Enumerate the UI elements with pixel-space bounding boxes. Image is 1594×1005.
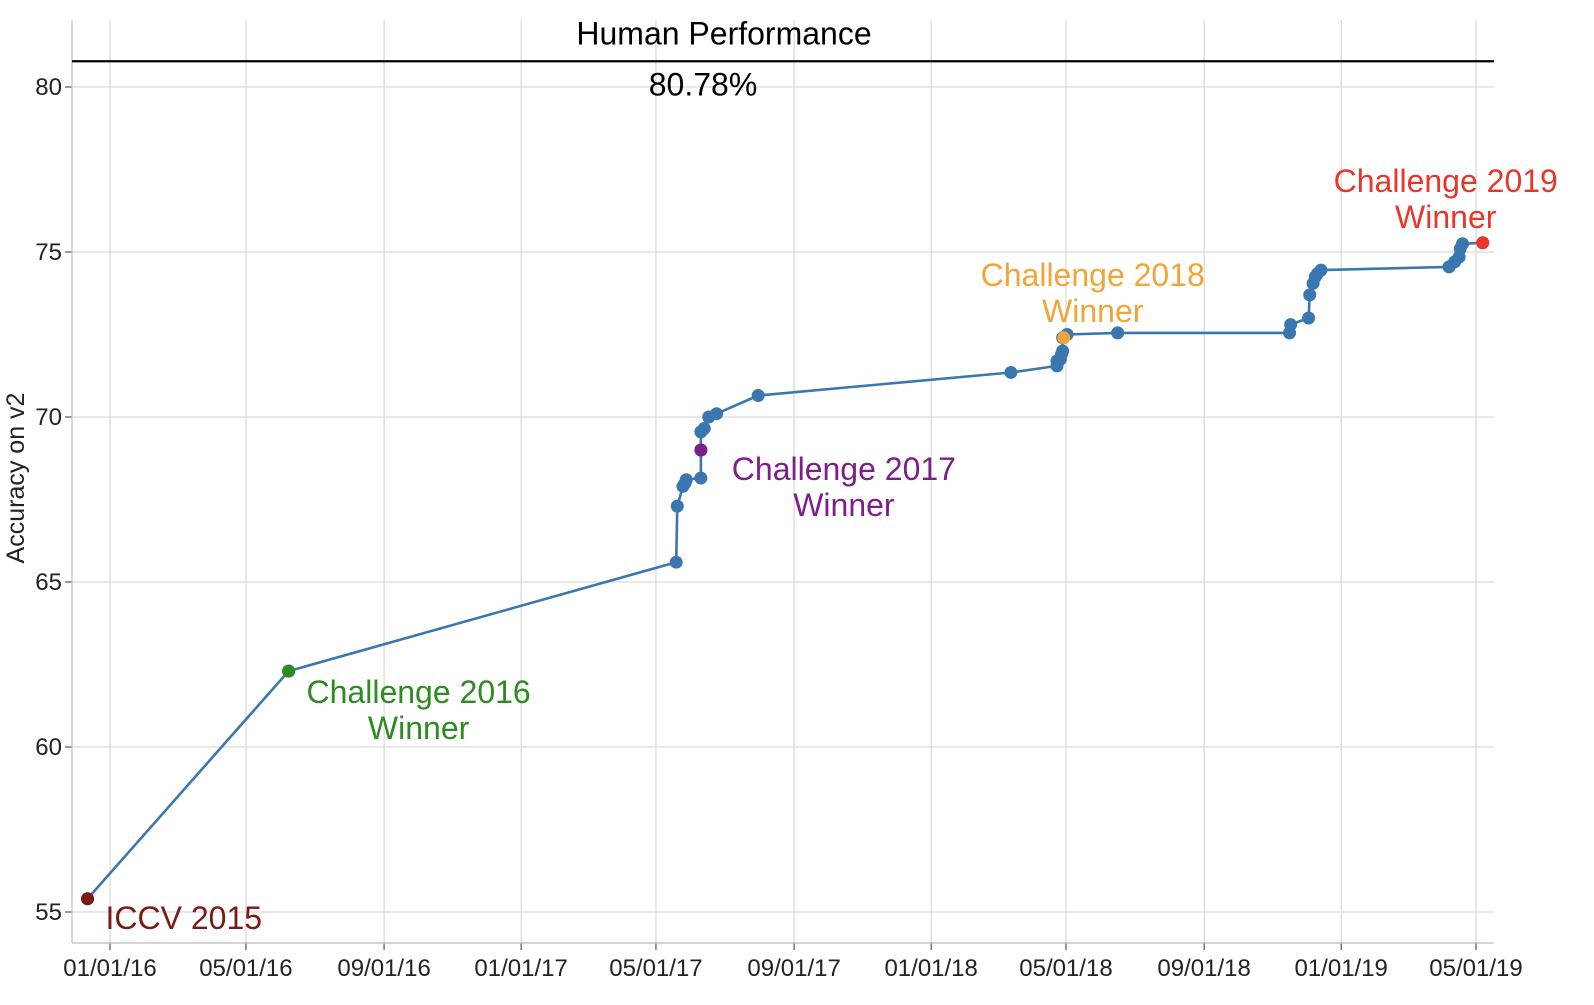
y-tick-label: 65 <box>35 569 62 596</box>
grid <box>72 20 1494 943</box>
highlighted-points <box>81 236 1490 906</box>
annotation-line: Winner <box>1042 293 1144 329</box>
highlighted-point <box>1476 236 1490 250</box>
annotation-label: Challenge 2018 Winner <box>981 257 1205 329</box>
data-points <box>81 236 1490 906</box>
data-point <box>694 471 708 485</box>
y-tick-label: 75 <box>35 239 62 266</box>
annotation-line: ICCV 2015 <box>106 900 263 936</box>
x-tick-label: 01/01/19 <box>1294 955 1387 982</box>
annotation-line: Winner <box>1395 199 1497 235</box>
data-point <box>1302 311 1316 325</box>
data-point <box>1314 263 1328 277</box>
axes: 01/01/16 05/01/16 09/01/16 01/01/17 05/01/17… <box>35 20 1523 982</box>
highlighted-point <box>1057 331 1071 345</box>
series-line <box>86 241 1483 900</box>
x-tick-label: 05/01/17 <box>609 955 702 982</box>
y-tick-label: 70 <box>35 404 62 431</box>
x-tick-label: 09/01/18 <box>1157 955 1250 982</box>
annotation-label: Challenge 2017 Winner <box>732 451 956 523</box>
annotation-line: Winner <box>793 487 895 523</box>
data-point <box>1004 365 1018 379</box>
x-tick-label: 05/01/16 <box>199 955 292 982</box>
annotation-label: Challenge 2016 Winner <box>307 674 531 746</box>
highlighted-point <box>694 443 708 457</box>
highlighted-point <box>81 892 95 906</box>
annotation-line: Winner <box>368 710 470 746</box>
data-point <box>1056 344 1070 358</box>
y-axis-label: Accuracy on v2 <box>2 393 30 564</box>
y-tick-label: 80 <box>35 74 62 101</box>
annotation-label: Challenge 2019 Winner <box>1334 163 1558 235</box>
data-point <box>1111 326 1125 340</box>
annotation-line: Challenge 2018 <box>981 257 1205 293</box>
human-performance-label: Human Performance <box>576 15 871 51</box>
human-performance-value: 80.78% <box>649 66 758 102</box>
x-tick-label: 01/01/17 <box>474 955 567 982</box>
highlighted-point <box>282 664 296 678</box>
data-point <box>670 499 684 513</box>
y-tick-label: 55 <box>35 899 62 926</box>
y-tick-label: 60 <box>35 734 62 761</box>
data-point <box>751 389 765 403</box>
x-tick-label: 09/01/16 <box>337 955 430 982</box>
data-point <box>1456 237 1470 251</box>
data-point <box>710 407 724 421</box>
x-tick-label: 01/01/16 <box>63 955 156 982</box>
data-point <box>1284 318 1298 332</box>
x-tick-label: 05/01/18 <box>1019 955 1112 982</box>
data-point <box>669 555 683 569</box>
accuracy-line <box>86 241 1483 900</box>
annotation-label: ICCV 2015 <box>106 900 263 936</box>
data-point <box>679 473 693 487</box>
annotation-line: Challenge 2016 <box>307 674 531 710</box>
x-tick-label: 01/01/18 <box>884 955 977 982</box>
data-point <box>1303 288 1317 302</box>
data-point <box>697 422 711 436</box>
human-performance-reference: Human Performance 80.78% <box>72 15 1494 102</box>
annotation-line: Challenge 2019 <box>1334 163 1558 199</box>
x-tick-label: 05/01/19 <box>1429 955 1522 982</box>
annotation-line: Challenge 2017 <box>732 451 956 487</box>
x-tick-label: 09/01/17 <box>747 955 840 982</box>
